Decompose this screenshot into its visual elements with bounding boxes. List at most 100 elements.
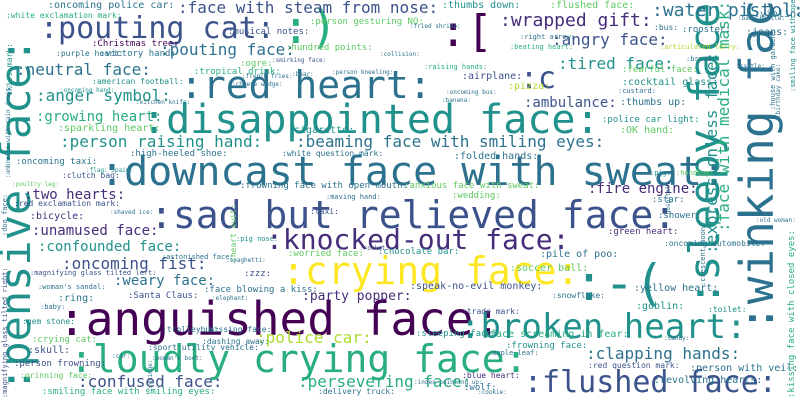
cloud-word: :[ bbox=[440, 6, 493, 57]
cloud-word: :soccer ball: bbox=[510, 263, 589, 274]
cloud-word: :goblin: bbox=[636, 301, 685, 312]
cloud-word: :police car: bbox=[256, 328, 372, 347]
cloud-word: :sparkling heart: bbox=[58, 123, 161, 134]
cloud-word: :growing heart: bbox=[36, 109, 163, 125]
cloud-word: :shaved ice: bbox=[110, 209, 154, 216]
cloud-word: :cookie: bbox=[478, 389, 507, 396]
cloud-word: :folded hands: bbox=[454, 151, 539, 162]
cloud-word: :cocktail glass: bbox=[622, 77, 719, 88]
cloud-word: :banana: bbox=[442, 97, 471, 104]
cloud-word: :disappointed face: bbox=[142, 97, 600, 143]
cloud-word: :car: bbox=[112, 353, 131, 360]
cloud-word: :face screaming in fear: bbox=[484, 329, 629, 340]
cloud-word: :white exclamation mark: bbox=[6, 11, 122, 20]
cloud-word: :crescent moon: bbox=[699, 222, 707, 286]
cloud-word: :pouting face: bbox=[160, 40, 295, 59]
cloud-word: :confounded face: bbox=[38, 239, 182, 255]
cloud-word: :skull: bbox=[28, 345, 71, 356]
cloud-word: :castle: bbox=[736, 63, 765, 70]
cloud-word: :fried shrimp: bbox=[410, 23, 461, 30]
cloud-word: :face with steam from nose: bbox=[178, 0, 439, 17]
cloud-word: :smirking face: bbox=[272, 57, 327, 64]
cloud-word: :loudly crying face: bbox=[70, 337, 528, 381]
cloud-word: :oncoming bus: bbox=[446, 89, 497, 96]
cloud-word: :syringe: bbox=[147, 359, 154, 392]
cloud-word: :handbag: bbox=[676, 169, 714, 177]
cloud-word: :pizza: bbox=[508, 81, 551, 92]
cloud-word: :high-heeled shoe: bbox=[130, 149, 228, 159]
cloud-word: :beating heart: bbox=[510, 43, 574, 51]
cloud-word: :ogre: bbox=[240, 59, 273, 69]
cloud-word: :tired face: bbox=[558, 54, 674, 73]
cloud-word: :hundred points: bbox=[286, 43, 373, 53]
cloud-word: :jeans: bbox=[746, 27, 789, 38]
cloud-word: :tropical drink: bbox=[194, 67, 281, 77]
cloud-word: :zzz: bbox=[244, 269, 272, 279]
cloud-word: :old woman: bbox=[756, 217, 796, 224]
cloud-word: :poultry leg: bbox=[12, 181, 59, 188]
cloud-word: :kissing face with closed eyes: bbox=[787, 230, 797, 398]
cloud-word: :thumbs up: bbox=[620, 97, 687, 108]
cloud-word: :persevering face: bbox=[298, 372, 472, 391]
cloud-word: :articulated lorry: bbox=[660, 43, 741, 51]
cloud-word: :oncoming hand: bbox=[60, 87, 115, 94]
cloud-word: :face blowing a kiss: bbox=[204, 285, 318, 295]
cloud-word: :trolleybus: bbox=[162, 325, 220, 334]
cloud-word: :taxi: bbox=[310, 207, 339, 216]
cloud-word: :neutral face: bbox=[16, 60, 151, 79]
cloud-word: :victory hand: bbox=[100, 49, 176, 59]
cloud-word: :woman's boot: bbox=[152, 355, 203, 362]
cloud-word: :raising hands: bbox=[424, 63, 488, 71]
cloud-word: :water pistol: bbox=[652, 0, 800, 21]
cloud-word: :OK hand: bbox=[620, 125, 675, 136]
cloud-word: :red question mark: bbox=[588, 361, 680, 370]
cloud-word: :person kneeling: bbox=[332, 69, 394, 76]
cloud-word: :airplane: bbox=[462, 71, 523, 82]
cloud-word: :party popper: bbox=[302, 289, 412, 304]
cloud-word: :clapping hands: bbox=[586, 344, 741, 363]
cloud-word: :knocked-out face: bbox=[266, 223, 570, 256]
cloud-word: :kitchen knife: bbox=[136, 99, 191, 106]
cloud-word: :woman's sandal: bbox=[38, 283, 106, 291]
cloud-word: :astonished face: bbox=[162, 253, 234, 261]
cloud-word: :bear: bbox=[292, 71, 314, 78]
cloud-word: :collision: bbox=[380, 51, 420, 58]
cloud-word: :thumbs down: bbox=[442, 0, 521, 11]
cloud-word: :musical notes: bbox=[228, 27, 310, 37]
cloud-word: :shower: bbox=[658, 211, 702, 221]
cloud-word: :birthday cake: bbox=[775, 63, 782, 118]
cloud-word: :Santa Claus: bbox=[128, 291, 199, 301]
cloud-word: :magnifying glass tilted right: bbox=[1, 267, 9, 398]
cloud-word: :flag: Spain: bbox=[86, 167, 133, 174]
cloud-word: :police car light: bbox=[602, 115, 700, 125]
cloud-word: :smiling face with open mouth: bbox=[789, 0, 797, 92]
cloud-word: :sad but relieved face: bbox=[150, 193, 677, 237]
cloud-word: :dog face: bbox=[1, 193, 9, 236]
cloud-word: :bus: bbox=[654, 23, 679, 32]
cloud-word: :index pointing up: bbox=[414, 379, 483, 386]
cloud-word: :wrapped gift: bbox=[500, 10, 652, 31]
cloud-word: :wolf: bbox=[464, 383, 497, 393]
cloud-word: :oncoming automobile: bbox=[664, 239, 766, 248]
cloud-word: :blue heart: bbox=[462, 371, 520, 380]
cloud-word: :revolving hearts: bbox=[654, 375, 763, 386]
cloud-word: :yellow heart: bbox=[634, 283, 719, 294]
cloud-word: :face with medical mask: bbox=[714, 0, 733, 232]
cloud-word: :toilet: bbox=[708, 305, 747, 314]
cloud-word: :c bbox=[520, 61, 557, 96]
cloud-word: :) bbox=[282, 0, 338, 54]
cloud-word: :maple leaf: bbox=[488, 349, 539, 357]
cloud-word: :smiling face with smiling eyes: bbox=[42, 387, 216, 397]
cloud-word: :red heart: bbox=[180, 63, 432, 107]
cloud-word: :dashing away: bbox=[202, 337, 270, 346]
cloud-word: :frowning face: bbox=[506, 341, 588, 351]
cloud-word: :fire engine: bbox=[588, 181, 698, 197]
cloud-word: :wedding: bbox=[452, 191, 501, 201]
cloud-word: :Christmas tree: bbox=[92, 39, 179, 49]
cloud-word: :cigarette: bbox=[288, 125, 355, 136]
cloud-word: :oncoming police car: bbox=[48, 0, 175, 11]
cloud-word: :person gesturing NO: bbox=[310, 17, 424, 27]
cloud-word: :grinning face: bbox=[20, 371, 93, 380]
cloud-word: :bicycle: bbox=[30, 211, 85, 222]
cloud-word: :rooster: bbox=[682, 25, 731, 35]
